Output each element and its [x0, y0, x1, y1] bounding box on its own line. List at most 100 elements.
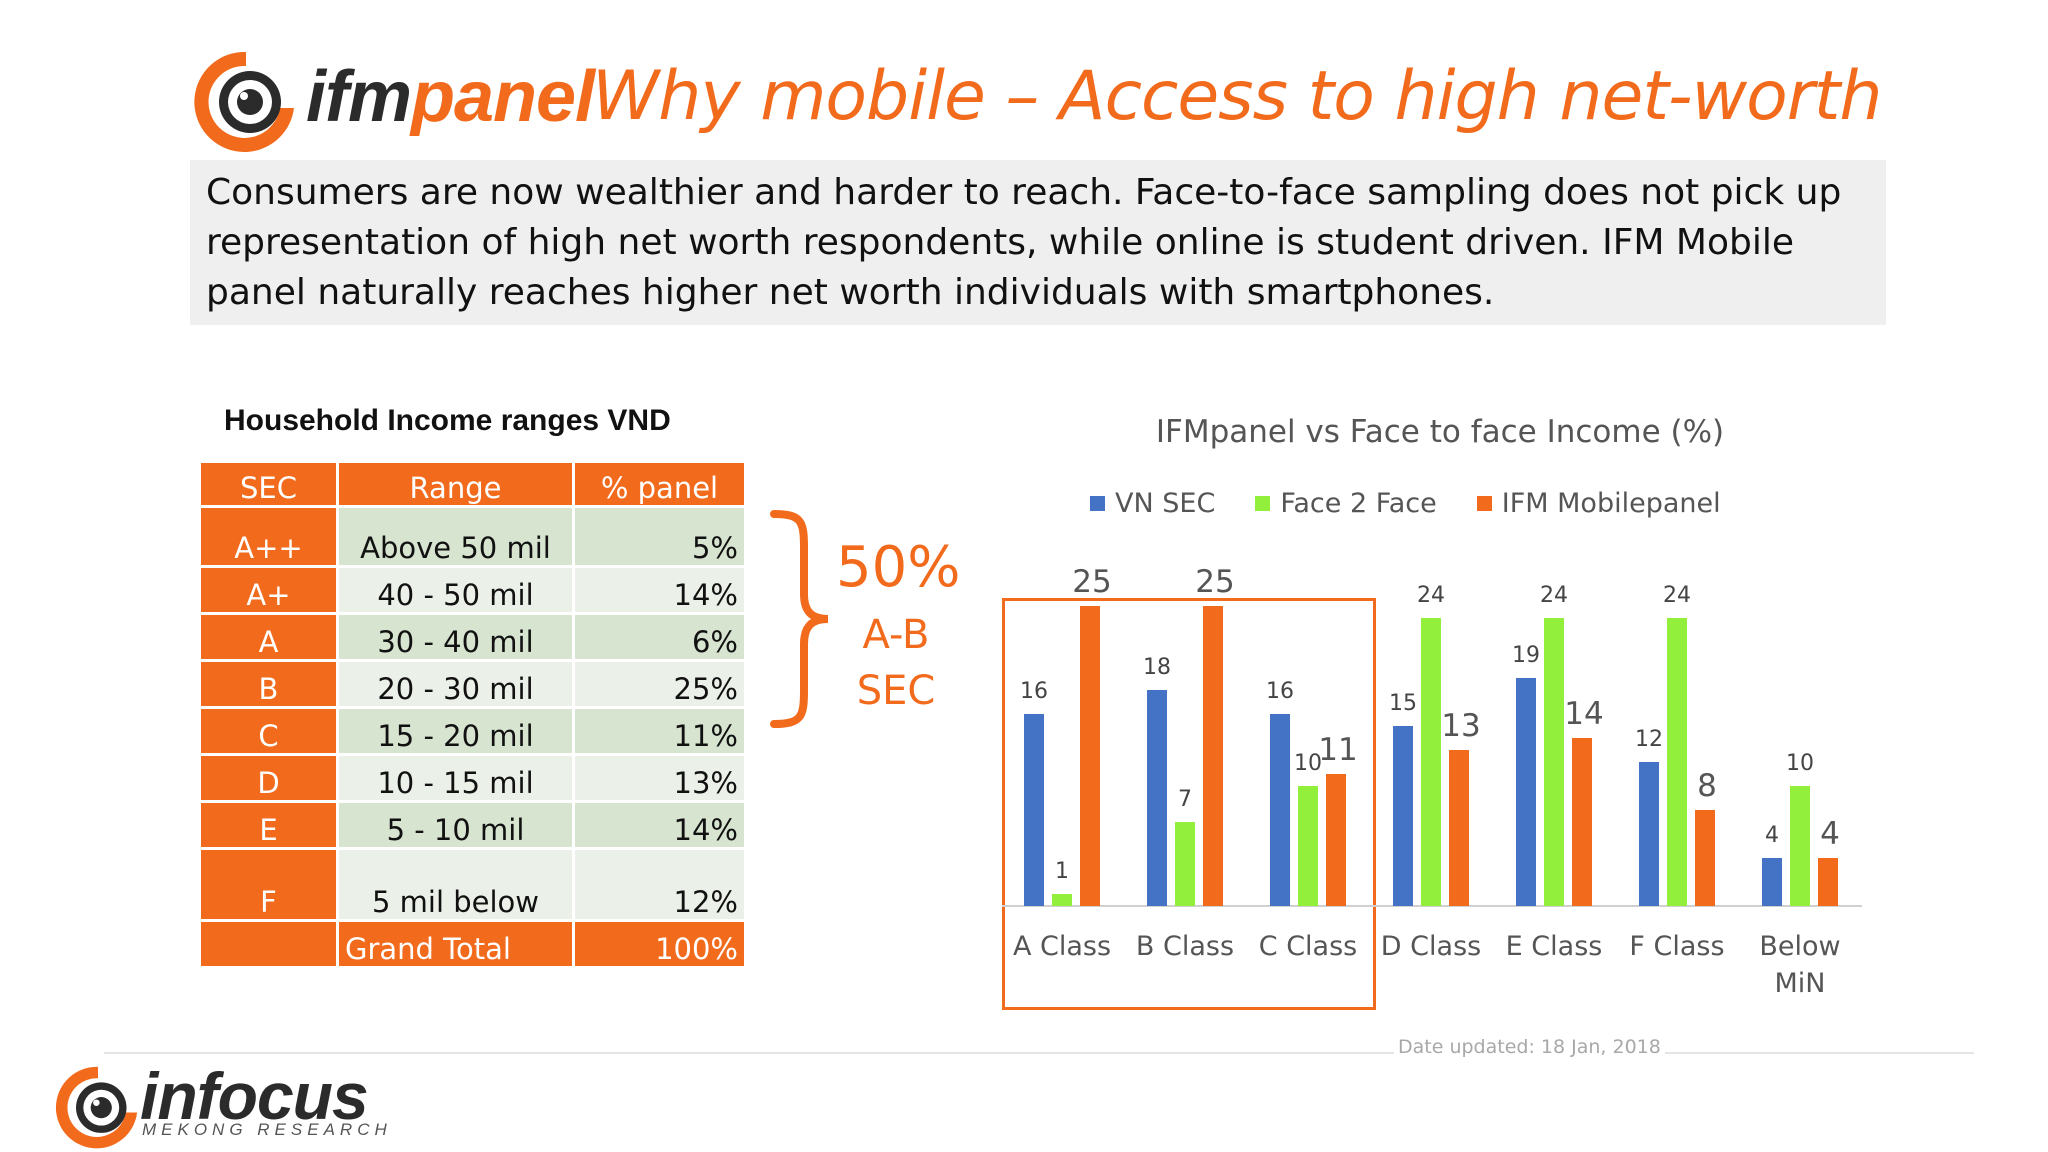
header-range: Range — [336, 460, 575, 508]
cell-pct: 25% — [572, 659, 747, 709]
bar — [1449, 750, 1469, 906]
cell-range: 5 mil below — [336, 847, 575, 922]
cell-sec: E — [198, 800, 339, 850]
chart-legend: VN SEC Face 2 Face IFM Mobilepanel — [1090, 488, 1721, 519]
total-pct: 100% — [572, 919, 747, 969]
total-label: Grand Total — [336, 919, 575, 969]
cell-pct: 13% — [572, 753, 747, 803]
data-label: 25 — [1072, 564, 1111, 600]
bar — [1393, 726, 1413, 906]
cell-sec: D — [198, 753, 339, 803]
bar — [1667, 618, 1687, 906]
data-label: 10 — [1786, 751, 1814, 776]
cell-sec: A+ — [198, 565, 339, 615]
data-label: 14 — [1564, 696, 1603, 732]
table-row: A++ Above 50 mil 5% — [198, 505, 747, 568]
data-label: 24 — [1540, 583, 1568, 608]
data-label: 19 — [1512, 643, 1540, 668]
cell-sec: C — [198, 706, 339, 756]
category-label: D Class — [1381, 931, 1481, 962]
header-pct: % panel — [572, 460, 747, 508]
cell-sec: B — [198, 659, 339, 709]
cell-pct: 6% — [572, 612, 747, 662]
header-sec: SEC — [198, 460, 339, 508]
table-header-row: SEC Range % panel — [198, 460, 747, 508]
cell-range: 5 - 10 mil — [336, 800, 575, 850]
cell-range: 30 - 40 mil — [336, 612, 575, 662]
table-title: Household Income ranges VND — [224, 404, 671, 437]
cell-pct: 14% — [572, 565, 747, 615]
cell-range: 10 - 15 mil — [336, 753, 575, 803]
callout-line1: A-B — [862, 612, 930, 658]
legend-label: Face 2 Face — [1280, 488, 1437, 519]
legend-label: VN SEC — [1115, 488, 1216, 519]
data-label: 24 — [1663, 583, 1691, 608]
data-label: 25 — [1195, 564, 1234, 600]
legend-swatch — [1476, 496, 1492, 511]
data-label: 12 — [1635, 727, 1663, 752]
infocus-brand: infocus — [140, 1059, 369, 1133]
callout-line2: SEC — [856, 668, 936, 714]
cell-sec: A++ — [198, 505, 339, 568]
ifmpanel-logo-icon — [194, 51, 294, 152]
infocus-logo-icon — [55, 1066, 138, 1149]
legend-label: IFM Mobilepanel — [1501, 488, 1721, 519]
table-row: A+ 40 - 50 mil 14% — [198, 565, 747, 615]
table-row: E 5 - 10 mil 14% — [198, 800, 747, 850]
intro-box: Consumers are now wealthier and harder t… — [190, 160, 1886, 325]
cell-sec: A — [198, 612, 339, 662]
legend-item-face2face: Face 2 Face — [1255, 488, 1437, 519]
bar — [1572, 738, 1592, 906]
brace-icon — [770, 510, 829, 728]
data-label: 15 — [1389, 691, 1417, 716]
cell-range: Above 50 mil — [336, 505, 575, 568]
infocus-brand-sub: MEKONG RESEARCH — [142, 1120, 392, 1139]
cell-pct: 12% — [572, 847, 747, 922]
brand-name-orange: panel — [411, 57, 595, 137]
cell-pct: 11% — [572, 706, 747, 756]
footer-divider — [104, 1052, 1974, 1054]
bar — [1790, 786, 1810, 906]
callout-percent: 50% — [836, 535, 961, 600]
legend-swatch — [1255, 496, 1271, 511]
data-label: 8 — [1697, 768, 1717, 804]
chart-title: IFMpanel vs Face to face Income (%) — [1155, 414, 1725, 450]
page-title: Why mobile – Access to high net-worth — [592, 57, 1882, 136]
cell-range: 20 - 30 mil — [336, 659, 575, 709]
data-label: 4 — [1765, 823, 1779, 848]
bar — [1544, 618, 1564, 906]
bar — [1421, 618, 1441, 906]
bar — [1639, 762, 1659, 906]
bar — [1818, 858, 1838, 906]
table-row: B 20 - 30 mil 25% — [198, 659, 747, 709]
bar — [1762, 858, 1782, 906]
table-row: F 5 mil below 12% — [198, 847, 747, 922]
date-updated: Date updated: 18 Jan, 2018 — [1394, 1036, 1665, 1058]
data-label: 24 — [1417, 583, 1445, 608]
category-label: Below — [1759, 931, 1840, 962]
cell-pct: 5% — [572, 505, 747, 568]
bar — [1695, 810, 1715, 906]
category-label: E Class — [1506, 931, 1603, 962]
data-label: 13 — [1441, 708, 1480, 744]
bar — [1516, 678, 1536, 906]
cell-range: 40 - 50 mil — [336, 565, 575, 615]
legend-item-ifm-mobile: IFM Mobilepanel — [1476, 488, 1721, 519]
highlight-box — [1002, 598, 1376, 1010]
legend-item-vn-sec: VN SEC — [1090, 488, 1215, 519]
table-row: C 15 - 20 mil 11% — [198, 706, 747, 756]
cell-sec: F — [198, 847, 339, 922]
intro-text: Consumers are now wealthier and harder t… — [206, 172, 1842, 313]
table-row: A 30 - 40 mil 6% — [198, 612, 747, 662]
table-row: D 10 - 15 mil 13% — [198, 753, 747, 803]
brand-name-dark: ifm — [306, 57, 412, 137]
cell-range: 15 - 20 mil — [336, 706, 575, 756]
category-label: F Class — [1629, 931, 1724, 962]
total-sec — [198, 919, 339, 969]
income-table: SEC Range % panel A++ Above 50 mil 5% A+… — [198, 460, 747, 969]
category-label: MiN — [1775, 968, 1826, 999]
data-label: 4 — [1820, 816, 1840, 852]
table-total-row: Grand Total 100% — [198, 919, 747, 969]
brand-name: ifmpanel — [306, 52, 595, 142]
cell-pct: 14% — [572, 800, 747, 850]
